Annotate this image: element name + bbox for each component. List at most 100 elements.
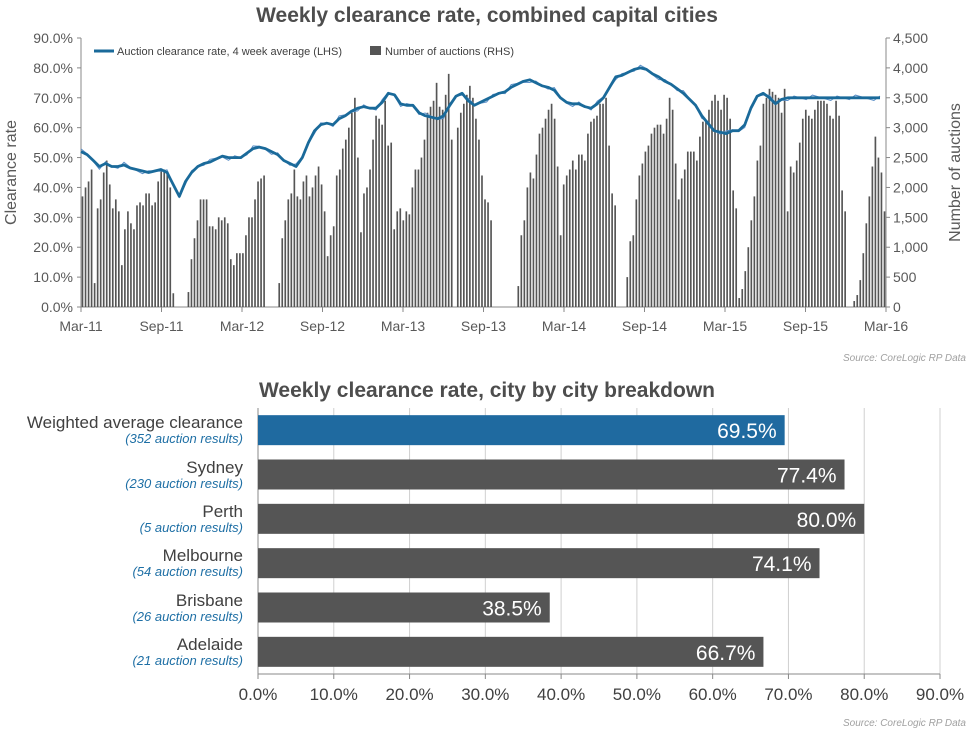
auction-bar: [236, 253, 238, 307]
city-bar: [258, 503, 865, 534]
legend-bar-swatch: [370, 46, 381, 55]
y2-tick-label: 0: [893, 299, 901, 315]
y2-axis-title: Number of auctions: [947, 103, 964, 242]
auction-bar: [577, 154, 580, 307]
auction-bar: [220, 220, 223, 307]
bar-value-label: 69.5%: [717, 420, 777, 443]
auction-bar: [556, 166, 559, 307]
auction-bar: [462, 103, 465, 307]
auction-bar: [744, 271, 747, 307]
auction-bar: [593, 118, 595, 307]
auction-bar: [559, 235, 562, 307]
auction-bar: [656, 124, 659, 307]
y2-tick-label: 2,000: [893, 179, 928, 195]
auction-bar: [650, 133, 653, 307]
auction-bar: [96, 208, 99, 307]
auction-bar: [223, 217, 226, 307]
auction-bar: [93, 283, 96, 307]
auction-bar: [738, 298, 741, 307]
category-auction-results: (352 auction results): [125, 431, 243, 447]
auction-bar: [151, 205, 153, 307]
auction-bar: [762, 103, 765, 307]
category-name: Sydney: [186, 457, 243, 477]
auction-bar: [111, 208, 114, 307]
auction-bar: [880, 172, 883, 307]
category-name: Adelaide: [176, 634, 243, 654]
auction-bar: [777, 97, 780, 308]
auction-bar: [668, 97, 671, 308]
auction-bar: [811, 118, 813, 307]
auction-bar: [344, 139, 347, 307]
auction-bar: [696, 160, 698, 307]
category-auction-results: (5 auction results): [139, 519, 243, 535]
auction-bar: [469, 85, 471, 307]
auction-bar: [190, 259, 193, 307]
auction-bar: [114, 199, 117, 307]
x-tick-label: Mar-16: [864, 318, 909, 334]
auction-bar: [562, 184, 565, 307]
x-tick-label: 60.0%: [689, 685, 737, 704]
auction-bar: [732, 190, 735, 307]
auction-bar: [127, 211, 129, 307]
auction-bar: [390, 142, 393, 307]
auction-bar: [338, 169, 341, 307]
auction-bar: [529, 172, 532, 307]
x-tick-label: Mar-11: [59, 318, 103, 334]
auction-bar: [723, 94, 725, 308]
auction-bar: [711, 100, 713, 308]
bar-value-label: 80.0%: [797, 509, 857, 532]
auction-bar: [565, 175, 568, 307]
auction-bar: [756, 160, 759, 307]
auction-bar: [278, 283, 281, 307]
auction-bar: [363, 193, 365, 307]
auction-bar: [166, 172, 169, 307]
auction-bar: [571, 160, 574, 307]
category-name: Melbourne: [162, 546, 243, 566]
x-tick-label: Sep-13: [461, 318, 506, 334]
auction-bar: [689, 151, 692, 307]
auction-bar: [481, 175, 483, 307]
auction-bar: [774, 94, 777, 308]
auction-bar: [817, 100, 819, 308]
auction-bar: [124, 229, 126, 307]
auction-bar: [629, 241, 632, 307]
chart2-title: Weekly clearance rate, city by city brea…: [258, 379, 715, 402]
auction-bar: [614, 205, 616, 307]
auction-bar: [584, 160, 586, 307]
auction-bar: [747, 247, 750, 307]
auction-bar: [360, 232, 362, 307]
auction-bar: [414, 169, 417, 307]
auction-bar: [517, 286, 520, 307]
auction-bar: [795, 160, 798, 307]
auction-bar: [780, 112, 783, 307]
category-auction-results: (21 auction results): [132, 652, 243, 668]
x-tick-label: 10.0%: [310, 685, 358, 704]
auction-bar: [768, 88, 771, 307]
auction-bar: [387, 145, 390, 307]
y-tick-label: 80.0%: [33, 60, 73, 76]
auction-bar: [753, 196, 756, 307]
auction-bar: [487, 202, 489, 307]
category-name: Perth: [202, 501, 243, 521]
auction-bar: [538, 133, 541, 307]
auction-bar: [87, 181, 90, 307]
x-tick-label: 40.0%: [537, 685, 585, 704]
x-tick-label: 30.0%: [461, 685, 509, 704]
auction-bar: [859, 280, 862, 307]
category-label: Sydney (230 auction results): [0, 458, 243, 490]
y-axis-title: Clearance rate: [3, 120, 20, 225]
auction-bar: [90, 169, 93, 307]
auction-bar: [877, 157, 880, 307]
y2-tick-label: 4,500: [893, 30, 928, 46]
auction-bar: [801, 118, 804, 307]
bar-value-label: 77.4%: [777, 465, 837, 488]
auction-bar: [750, 220, 753, 307]
auction-bar: [626, 277, 629, 307]
x-tick-label: Sep-14: [622, 318, 667, 334]
auction-bar: [357, 157, 359, 307]
auction-bar: [865, 223, 868, 307]
bar-value-label: 66.7%: [696, 642, 756, 665]
auction-bar: [665, 118, 668, 307]
auction-bar: [366, 187, 368, 307]
x-tick-label: Sep-15: [783, 318, 828, 334]
